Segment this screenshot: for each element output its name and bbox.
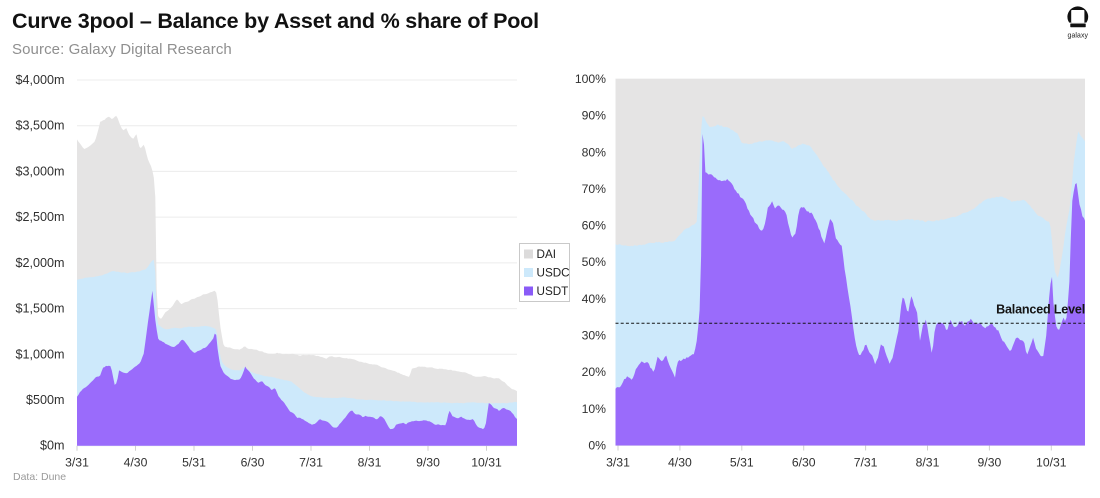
svg-text:9/30: 9/30: [416, 456, 440, 470]
svg-text:50%: 50%: [582, 255, 607, 269]
svg-text:100%: 100%: [575, 72, 606, 86]
svg-text:3/31: 3/31: [606, 456, 630, 470]
svg-text:$0m: $0m: [40, 439, 65, 453]
svg-text:30%: 30%: [582, 329, 607, 343]
svg-text:0%: 0%: [588, 439, 606, 453]
svg-text:$3,000m: $3,000m: [15, 164, 64, 178]
svg-text:$2,000m: $2,000m: [15, 256, 64, 270]
svg-text:3/31: 3/31: [65, 456, 89, 470]
svg-text:10/31: 10/31: [471, 456, 502, 470]
svg-text:galaxy: galaxy: [1068, 32, 1089, 39]
svg-text:Balanced Level: Balanced Level: [996, 302, 1085, 316]
svg-text:$500m: $500m: [26, 393, 65, 407]
svg-text:$1,500m: $1,500m: [15, 302, 64, 316]
svg-text:40%: 40%: [582, 292, 607, 306]
svg-text:6/30: 6/30: [792, 456, 816, 470]
svg-text:$3,500m: $3,500m: [15, 119, 64, 133]
svg-text:7/31: 7/31: [854, 456, 878, 470]
svg-text:90%: 90%: [582, 109, 607, 123]
svg-text:20%: 20%: [582, 365, 607, 379]
svg-text:5/31: 5/31: [182, 456, 206, 470]
svg-text:USDT: USDT: [537, 285, 569, 298]
svg-text:USDC: USDC: [537, 267, 570, 280]
svg-text:8/31: 8/31: [358, 456, 382, 470]
svg-text:4/30: 4/30: [668, 456, 692, 470]
svg-text:$4,000m: $4,000m: [15, 73, 64, 87]
svg-text:80%: 80%: [582, 145, 607, 159]
svg-text:60%: 60%: [582, 219, 607, 233]
svg-text:8/31: 8/31: [916, 456, 940, 470]
svg-text:DAI: DAI: [537, 248, 556, 261]
svg-text:4/30: 4/30: [124, 456, 148, 470]
svg-text:7/31: 7/31: [299, 456, 323, 470]
svg-text:10/31: 10/31: [1036, 456, 1067, 470]
svg-text:10%: 10%: [582, 402, 607, 416]
svg-text:$2,500m: $2,500m: [15, 210, 64, 224]
svg-text:$1,000m: $1,000m: [15, 347, 64, 361]
svg-text:5/31: 5/31: [730, 456, 754, 470]
svg-text:70%: 70%: [582, 182, 607, 196]
svg-text:9/30: 9/30: [978, 456, 1002, 470]
svg-text:6/30: 6/30: [241, 456, 265, 470]
